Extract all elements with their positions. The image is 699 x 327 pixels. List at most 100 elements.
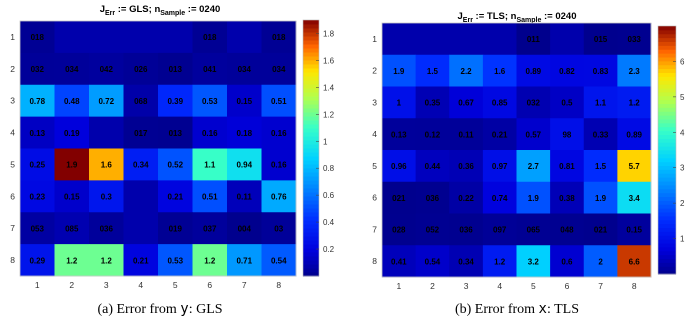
heatmap-cell <box>583 86 618 119</box>
heatmap-cell <box>158 116 193 149</box>
colorbar-strip <box>303 96 319 101</box>
colorbar-strip <box>658 235 676 240</box>
heatmap-cell <box>516 23 551 56</box>
cell-value-label: 053 <box>31 224 45 233</box>
heatmap-cell <box>617 181 652 214</box>
heatmap-cell <box>550 86 585 119</box>
colorbar-strip <box>303 168 319 173</box>
cell-value-label: 021 <box>594 226 608 235</box>
cell-value-label: 0.51 <box>271 97 287 106</box>
cell-value-label: 2.3 <box>629 67 641 76</box>
heatmap-cell <box>482 23 517 56</box>
colorbar-strip <box>658 270 676 275</box>
heatmap-cell <box>415 150 450 183</box>
colorbar-tick-label: 6 <box>680 57 685 66</box>
colorbar-strip <box>303 92 319 97</box>
cell-value-label: 1.1 <box>204 161 216 170</box>
x-tick-label: 6 <box>207 280 212 290</box>
y-tick-label: 6 <box>372 193 377 203</box>
cell-value-label: 1.2 <box>101 256 113 265</box>
colorbar-strip <box>303 108 319 113</box>
heatmap-cell <box>89 212 124 245</box>
y-tick-label: 6 <box>10 191 15 201</box>
cell-value-label: 98 <box>562 130 571 139</box>
heatmap-cell <box>415 86 450 119</box>
heatmap-grid: 011 015 033 1.9 1.5 2.2 1.6 0.89 0.82 0.83 2.3 1 0.3… <box>381 22 652 278</box>
cell-value-label: 032 <box>31 65 45 74</box>
heatmap-cell <box>123 244 159 277</box>
x-tick-labels: 1 2 3 4 5 6 7 8 <box>35 280 282 290</box>
colorbar-strip <box>303 20 319 25</box>
cell-value-label: 3.4 <box>629 194 641 203</box>
y-tick-label: 5 <box>372 161 377 171</box>
cell-value-label: 0.96 <box>391 162 407 171</box>
colorbar-strip <box>658 29 676 35</box>
colorbar-strip <box>303 180 319 185</box>
colorbar-strip <box>303 112 319 117</box>
y-tick-label: 4 <box>372 129 377 139</box>
heatmap-cell <box>192 21 228 54</box>
cell-value-label: 037 <box>203 224 217 233</box>
colorbar-tick-label: 2 <box>680 199 685 208</box>
x-tick-label: 7 <box>598 281 603 291</box>
colorbar-strip <box>658 76 676 81</box>
heatmap-cell <box>382 118 417 151</box>
colorbar-strip <box>658 99 676 104</box>
heatmap-cell <box>54 116 90 149</box>
y-tick-label: 2 <box>372 66 377 76</box>
colorbar-strip <box>658 95 676 101</box>
cell-value-label: 068 <box>134 97 148 106</box>
colorbar-strip <box>658 246 676 252</box>
heatmap-cell <box>516 54 551 87</box>
heatmap-cell <box>482 150 517 183</box>
colorbar-strip <box>658 146 676 151</box>
colorbar-strip <box>303 268 319 273</box>
cell-value-label: 0.29 <box>29 256 45 265</box>
cell-value-label: 0.6 <box>561 257 573 266</box>
heatmap-cell <box>449 23 484 56</box>
cell-value-label: 0.44 <box>425 162 441 171</box>
heatmap-cell <box>227 84 262 118</box>
y-tick-label: 3 <box>10 96 15 106</box>
cell-value-label: 6.6 <box>629 257 641 266</box>
colorbar-strip <box>303 76 319 81</box>
colorbar-frame <box>302 19 320 277</box>
colorbar-strip <box>303 80 319 85</box>
colorbar-tick-label: 1.6 <box>323 56 335 65</box>
colorbar-strip <box>303 24 319 29</box>
heatmap-cell <box>158 180 193 213</box>
colorbar-strip <box>658 227 676 232</box>
x-tick-label: 1 <box>35 280 40 290</box>
colorbar-strip <box>303 40 319 45</box>
colorbar-strip <box>303 232 319 237</box>
x-tick-label: 4 <box>497 281 502 291</box>
colorbar-strip <box>658 150 676 155</box>
heatmap-cell <box>382 54 417 87</box>
cell-value-label: 097 <box>493 226 507 235</box>
heatmap-cell <box>415 213 450 246</box>
heatmap-cell <box>382 181 417 214</box>
cell-value-label: 1.9 <box>393 67 405 76</box>
colorbar-tick-label: 0.6 <box>323 191 335 200</box>
cell-value-label: 0.67 <box>458 99 474 108</box>
heatmap-cell <box>261 212 297 245</box>
cell-value-label: 1.9 <box>528 194 540 203</box>
colorbar-strip <box>658 215 676 221</box>
cell-value-label: 018 <box>203 33 217 42</box>
colorbar-strip <box>658 103 676 108</box>
y-tick-labels: 1 2 3 4 5 6 7 8 <box>10 32 15 265</box>
heatmap-cell <box>415 54 450 87</box>
cell-value-label: 0.18 <box>236 129 252 138</box>
y-tick-label: 1 <box>372 34 377 44</box>
cell-value-label: 0.53 <box>202 97 218 106</box>
cell-value-label: 019 <box>169 224 183 233</box>
colorbar-strip <box>658 254 676 259</box>
heatmap-cell <box>550 23 585 56</box>
y-tick-label: 5 <box>10 159 15 169</box>
heatmap-cell <box>261 148 297 181</box>
x-tick-label: 1 <box>396 281 401 291</box>
x-tick-labels: 1 2 3 4 5 6 7 8 <box>396 281 636 291</box>
colorbar-strip <box>658 80 676 85</box>
colorbar-strip <box>658 212 676 217</box>
cell-value-label: 033 <box>628 35 642 44</box>
